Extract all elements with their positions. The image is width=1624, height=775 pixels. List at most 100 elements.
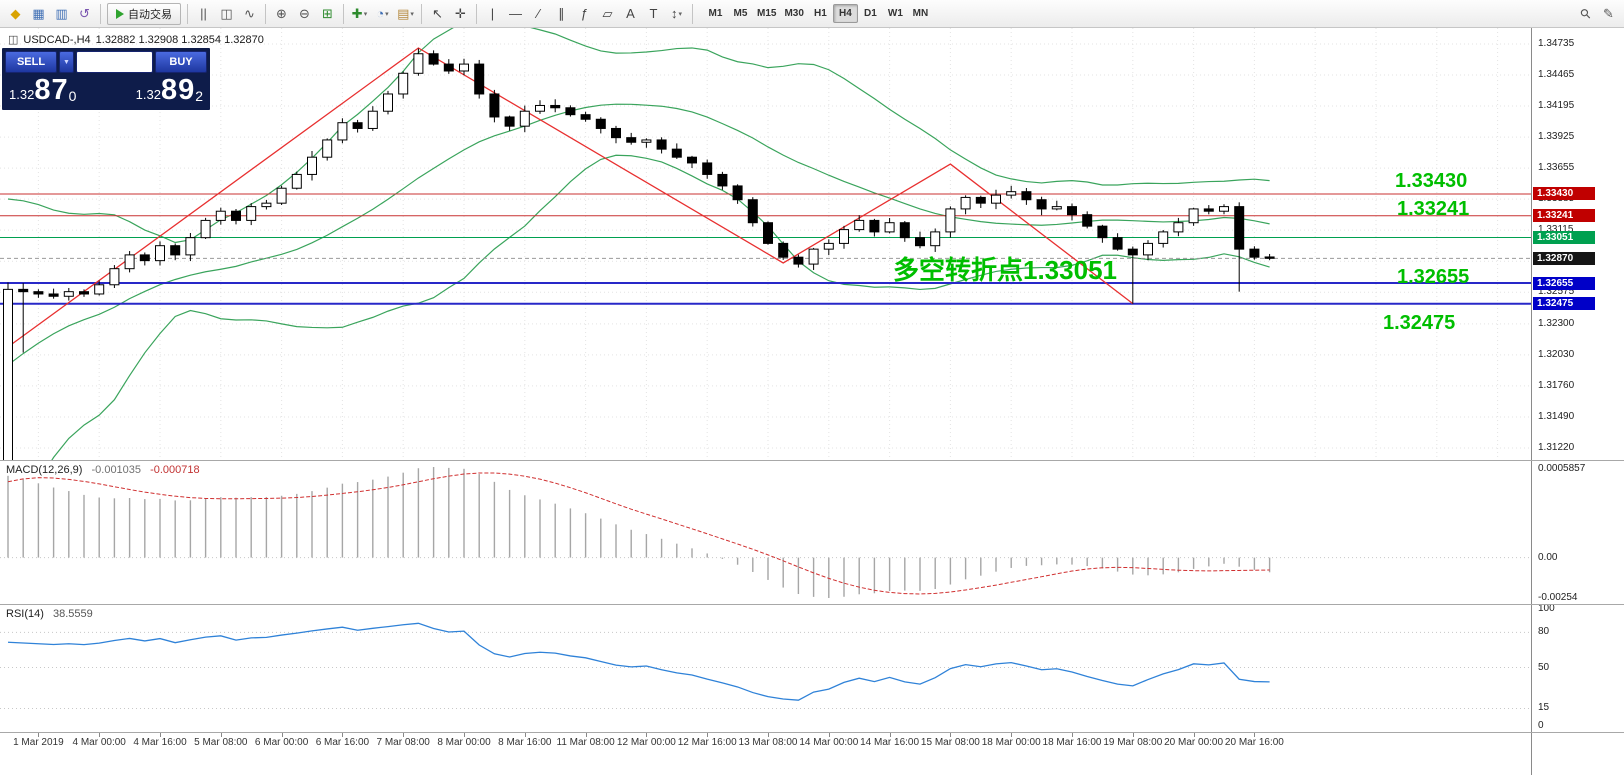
time-tick	[1132, 733, 1134, 737]
rsi-axis-tick: 80	[1538, 626, 1550, 638]
time-axis-label: 8 Mar 00:00	[437, 737, 491, 748]
price-tag: 1.32870	[1533, 251, 1595, 265]
chevron-down-icon: ▾	[385, 10, 389, 18]
time-tick	[342, 733, 344, 737]
rsi-panel: RSI(14) 38.5559	[0, 605, 1531, 732]
volume-input[interactable]	[77, 52, 152, 72]
timeframe-button-m30[interactable]: M30	[784, 8, 804, 19]
trendline-icon[interactable]: ∕	[527, 3, 550, 24]
time-axis-label: 18 Mar 00:00	[981, 737, 1041, 748]
buy-price-display: 1.32 89 2	[136, 75, 203, 105]
templates-icon[interactable]: ▤ ▾	[394, 3, 417, 24]
time-axis-label: 14 Mar 00:00	[799, 737, 859, 748]
chart-title: ◫ USDCAD-,H4 1.32882 1.32908 1.32854 1.3…	[8, 33, 264, 47]
timeframe-button-m5[interactable]: M5	[733, 8, 748, 19]
timeframe-button-m15[interactable]: M15	[757, 8, 777, 19]
time-tick	[1193, 733, 1195, 737]
price-axis-tick: 1.32030	[1538, 348, 1575, 360]
rsi-value: 38.5559	[52, 608, 93, 620]
time-axis-label: 8 Mar 16:00	[498, 737, 552, 748]
zoom-in-icon: ⊕	[276, 5, 287, 21]
toolbar-separator	[343, 3, 344, 24]
auto-trading-button[interactable]: 自动交易	[107, 2, 181, 25]
zoom-out-icon[interactable]: ⊖	[293, 3, 316, 24]
timeframe-button-d1[interactable]: D1	[864, 8, 877, 19]
fibonacci-icon[interactable]: ƒ	[573, 3, 596, 24]
rsi-label: RSI(14) 38.5559	[6, 608, 93, 620]
chart-text-annotation[interactable]: 1.32475	[1383, 312, 1456, 334]
sell-price-display: 1.32 87 0	[9, 75, 76, 105]
panel-separator[interactable]	[0, 604, 1624, 605]
periods-icon[interactable]: ◔ ▾	[371, 3, 394, 24]
sell-button[interactable]: SELL	[5, 51, 57, 73]
time-tick	[160, 733, 161, 737]
time-tick	[464, 733, 465, 737]
data-window-icon[interactable]: ▥	[50, 3, 73, 24]
macd-signal-value: -0.000718	[150, 464, 200, 476]
tile-windows-icon[interactable]: ⊞	[316, 3, 339, 24]
chart-text-annotation[interactable]: 1.33241	[1397, 198, 1470, 220]
zoom-in-icon[interactable]: ⊕	[270, 3, 293, 24]
time-axis-label: 14 Mar 16:00	[860, 737, 920, 748]
time-tick	[1254, 733, 1256, 737]
buy-price-small: 1.32	[135, 87, 161, 102]
timeframe-button-m1[interactable]: M1	[708, 8, 723, 19]
chart-text-annotation[interactable]: 1.33430	[1395, 170, 1468, 192]
chart-text-annotation[interactable]: 1.32655	[1397, 266, 1470, 288]
vertical-line-icon[interactable]: |	[481, 3, 504, 24]
periods-icon: ◔	[376, 6, 385, 21]
bar-chart-icon[interactable]: ||	[192, 3, 215, 24]
text-label-icon[interactable]: T	[642, 3, 665, 24]
search-icon: ⚲	[1576, 4, 1594, 22]
time-axis-label: 19 Mar 08:00	[1103, 737, 1163, 748]
chart-symbol-period: USDCAD-,H4	[23, 33, 91, 46]
market-watch-icon[interactable]: ▦	[27, 3, 50, 24]
new-order-icon[interactable]: ◆	[4, 3, 27, 24]
price-axis-tick: 1.34465	[1538, 69, 1575, 80]
navigator-icon[interactable]: ↺	[73, 3, 96, 24]
macd-canvas[interactable]	[0, 461, 1531, 604]
main-chart-canvas[interactable]	[0, 28, 1531, 460]
crosshair-icon[interactable]: ✛	[449, 3, 472, 24]
timeframe-button-h1[interactable]: H1	[814, 8, 827, 19]
time-axis-label: 5 Mar 08:00	[194, 737, 248, 748]
macd-name: MACD(12,26,9)	[6, 464, 83, 476]
time-tick	[281, 733, 283, 737]
timeframe-button-mn[interactable]: MN	[912, 8, 929, 19]
horizontal-line-icon[interactable]: —	[504, 3, 527, 24]
chart-text-annotation[interactable]: 多空转折点1.33051	[893, 255, 1117, 285]
arrows-icon[interactable]: ↕ ▾	[665, 3, 688, 24]
rsi-canvas[interactable]	[0, 605, 1531, 732]
zoom-out-icon: ⊖	[299, 5, 310, 21]
quick-edit-icon[interactable]: ✎	[1597, 3, 1620, 24]
volume-dropdown[interactable]: ▼	[59, 51, 74, 73]
panel-separator[interactable]	[0, 460, 1624, 461]
timeframe-button-w1[interactable]: W1	[887, 8, 903, 19]
line-chart-icon[interactable]: ∿	[238, 3, 261, 24]
fibonacci-icon: ƒ	[580, 6, 589, 21]
search-icon[interactable]: ⚲	[1574, 3, 1597, 24]
shapes-icon[interactable]: ▱	[596, 3, 619, 24]
data-window-icon: ▥	[55, 5, 68, 21]
toolbar-separator	[476, 3, 477, 24]
price-axis[interactable]: 1.347351.344651.341951.339251.336551.333…	[1531, 28, 1624, 775]
candlestick-chart-icon[interactable]: ◫	[215, 3, 238, 24]
cursor-icon[interactable]: ↖	[426, 3, 449, 24]
buy-button[interactable]: BUY	[155, 51, 207, 73]
time-axis[interactable]: 1 Mar 2019 4 Mar 00:00 4 Mar 16:00 5 Mar 08…	[0, 733, 1531, 775]
equidistant-channel-icon[interactable]: ∥	[550, 3, 573, 24]
timeframe-button-h4[interactable]: H4	[832, 4, 858, 23]
time-tick	[768, 733, 769, 737]
buy-price-big: 89	[160, 74, 196, 106]
price-tag: 1.33430	[1533, 187, 1595, 201]
text-icon[interactable]: A	[619, 3, 642, 24]
price-axis-tick: 1.33655	[1538, 162, 1575, 174]
line-chart-icon: ∿	[244, 5, 255, 21]
macd-axis-min: -0.00254	[1538, 592, 1578, 603]
chevron-down-icon: ▾	[410, 10, 414, 18]
time-tick	[889, 733, 891, 737]
price-axis-tick: 1.32575	[1538, 286, 1575, 298]
time-axis-label: 13 Mar 08:00	[738, 737, 798, 748]
price-axis-tick: 1.31760	[1538, 379, 1575, 391]
indicators-icon[interactable]: ✚ ▾	[348, 3, 371, 24]
